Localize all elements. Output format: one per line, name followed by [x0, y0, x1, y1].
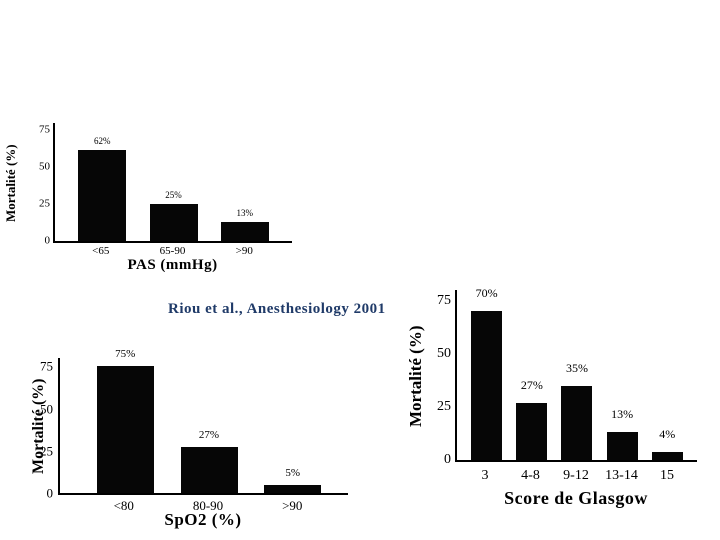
plot-area: 75% 27% 5% 0 25 50 75: [40, 349, 348, 500]
x-axis-title: PAS (mmHg): [127, 257, 218, 273]
x-axis-category-labels: <80 80-90 >90: [68, 499, 348, 512]
y-axis-tick-label: 75: [39, 123, 50, 136]
bar-column: 25%: [149, 123, 198, 241]
x-axis-category-labels: <65 65-90 >90: [53, 246, 292, 257]
y-axis-tick-label: 25: [40, 443, 53, 459]
bar: [180, 447, 238, 493]
citation-text: Riou et al., Anesthesiology 2001: [168, 301, 386, 317]
bar: [651, 451, 683, 460]
bar: [471, 311, 503, 460]
bar: [78, 149, 127, 241]
bar-column: 5%: [264, 358, 322, 493]
bar: [149, 204, 198, 241]
y-axis-label: Mortalité (%): [406, 325, 425, 427]
bar-value-label: 13%: [611, 407, 634, 422]
bar-value-label: 70%: [475, 286, 498, 301]
bar-column: 13%: [220, 123, 269, 241]
bars-group: 70% 27% 35% 13% 4%: [457, 286, 697, 460]
bar: [561, 385, 593, 460]
bar: [516, 402, 548, 460]
y-axis-tick-label: 50: [40, 401, 53, 417]
y-axis-tick-label: 25: [437, 398, 451, 414]
x-axis-category-labels: 3 4-8 9-12 13-14 15: [455, 469, 697, 483]
plot-area: 70% 27% 35% 13% 4% 0 25 50 75: [437, 286, 697, 467]
x-category-label: 80-90: [192, 498, 224, 513]
bars-group: 75% 27% 5%: [70, 349, 348, 493]
x-category-label: 9-12: [563, 468, 589, 483]
bar-value-label: 4%: [659, 426, 676, 441]
bar-column: 13%: [606, 290, 638, 460]
bars-group: 62% 25% 13%: [55, 123, 292, 241]
y-axis-tick-label: 50: [39, 160, 50, 173]
x-category-label: <80: [113, 498, 134, 513]
y-axis-tick-label: 0: [444, 452, 451, 467]
x-category-label: >90: [235, 245, 253, 257]
bar: [220, 221, 269, 241]
bar: [264, 484, 322, 493]
plot-area: 62% 25% 13% 0 25 50 75: [39, 123, 292, 246]
bar-value-label: 25%: [165, 190, 182, 201]
bar-column: 62%: [78, 123, 127, 241]
x-category-label: <65: [92, 245, 110, 257]
bar-value-label: 62%: [94, 135, 111, 146]
bar-value-label: 35%: [565, 360, 588, 375]
bar-value-label: 27%: [520, 377, 543, 392]
y-axis-label: Mortalité (%): [30, 378, 47, 475]
bar-value-label: 27%: [198, 429, 220, 442]
x-category-label: 4-8: [521, 468, 540, 483]
y-axis-tick-label: 75: [437, 292, 451, 308]
bar-column: 70%: [471, 286, 503, 460]
x-axis-title: SpO2 (%): [164, 510, 242, 529]
x-category-label: 65-90: [159, 245, 186, 257]
x-category-label: 15: [660, 468, 674, 483]
bar-value-label: 75%: [115, 348, 136, 361]
bar: [96, 366, 154, 493]
y-axis-tick-label: 25: [39, 197, 50, 210]
y-axis-tick-label: 0: [44, 234, 51, 247]
x-category-label: 13-14: [605, 468, 638, 483]
y-axis-label: Mortalité (%): [3, 144, 18, 222]
y-axis-tick-label: 75: [40, 358, 53, 374]
y-axis-tick-label: 50: [437, 345, 451, 361]
bar-column: 75%: [96, 349, 154, 493]
bar-value-label: 5%: [285, 466, 301, 479]
bar-column: 4%: [651, 290, 683, 460]
bar: [606, 432, 638, 460]
bar-column: 27%: [516, 290, 548, 460]
bar-column: 35%: [561, 290, 593, 460]
x-category-label: >90: [282, 498, 303, 513]
x-category-label: 3: [481, 468, 489, 483]
x-axis-title: Score de Glasgow: [504, 488, 648, 508]
y-axis-tick-label: 0: [46, 485, 54, 501]
bar-column: 27%: [180, 358, 238, 493]
bar-value-label: 13%: [236, 207, 254, 218]
